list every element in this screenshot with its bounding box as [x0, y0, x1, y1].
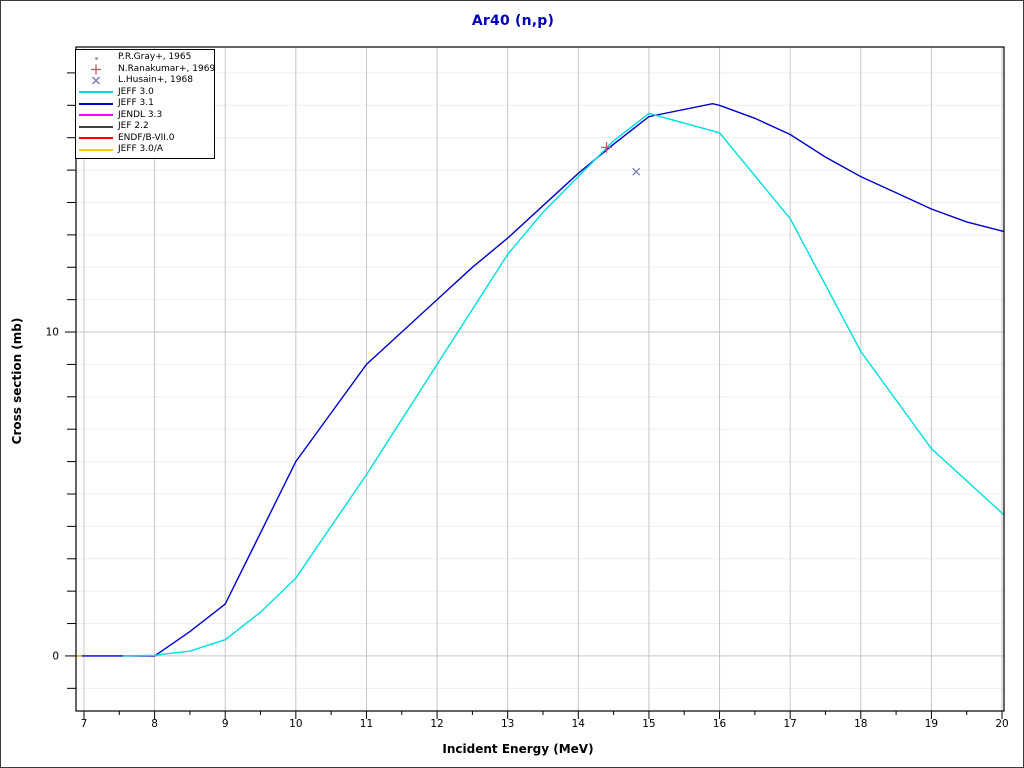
legend-line-sample-icon [76, 144, 118, 155]
x-tick-label: 20 [995, 718, 1008, 730]
x-tick-label: 19 [925, 718, 938, 730]
cross-marker-icon [92, 76, 100, 85]
x-tick-label: 13 [501, 718, 514, 730]
curve-JEFF-3.0 [122, 112, 1005, 657]
x-tick-label: 11 [360, 718, 373, 730]
x-tick-label: 9 [222, 718, 229, 730]
legend-item: JEF 2.2 [76, 121, 214, 133]
x-tick-label: 18 [854, 718, 867, 730]
curve-JEFF-3.1 [76, 102, 1005, 657]
x-tick-label: 15 [642, 718, 655, 730]
legend-line-sample-icon [76, 133, 118, 144]
x-tick-label: 7 [81, 718, 88, 730]
legend-item-label: JEF 2.2 [118, 121, 149, 132]
legend-item-label: P.R.Gray+, 1965 [118, 52, 192, 63]
legend-line-sample-icon [76, 110, 118, 121]
x-tick-label: 12 [430, 718, 443, 730]
plus-marker-icon [91, 64, 101, 75]
plot-border [75, 46, 1005, 712]
legend-box: P.R.Gray+, 1965 N.Ranakumar+, 1969 L.Husai… [75, 49, 215, 159]
legend-plus-marker-icon [76, 64, 118, 75]
x-tick-label: 17 [783, 718, 796, 730]
x-axis-title: Incident Energy (MeV) [442, 742, 594, 756]
legend-line-sample-icon [76, 121, 118, 132]
legend-item: L.Husain+, 1968 [76, 75, 214, 87]
legend-item: JEFF 3.1 [76, 98, 214, 110]
legend-item: P.R.Gray+, 1965 [76, 52, 214, 64]
legend-line-swatch [79, 91, 113, 94]
legend-line-sample-icon [76, 87, 118, 98]
legend-item-label: JEFF 3.1 [118, 98, 154, 109]
data-point-cross-marker [632, 167, 641, 176]
legend-item-label: ENDF/B-VII.0 [118, 132, 175, 143]
legend-item: ENDF/B-VII.0 [76, 133, 214, 145]
legend-line-swatch [79, 114, 113, 117]
legend-item: JEFF 3.0/A [76, 144, 214, 156]
legend-cross-marker-icon [76, 75, 118, 86]
chart-title: Ar40 (n,p) [471, 13, 555, 29]
legend-line-swatch [79, 137, 113, 140]
y-tick-label: 0 [52, 650, 59, 662]
legend-line-swatch [79, 102, 113, 105]
legend-item-label: JEFF 3.0 [118, 86, 154, 97]
legend-line-swatch [79, 125, 113, 128]
legend-item: N.Ranakumar+, 1969 [76, 63, 216, 76]
y-tick-label: 10 [46, 327, 59, 339]
legend-item-label: JENDL 3.3 [118, 109, 163, 120]
x-tick-label: 16 [713, 718, 727, 730]
legend-line-sample-icon [76, 98, 118, 109]
legend-item-label: N.Ranakumar+, 1969 [118, 63, 216, 74]
legend-item: JEFF 3.0 [76, 87, 214, 99]
x-tick-label: 10 [289, 718, 302, 730]
legend-dot-marker-icon [76, 52, 118, 63]
dot-marker-icon [95, 56, 98, 60]
legend-item: JENDL 3.3 [76, 110, 214, 122]
legend-item-label: L.Husain+, 1968 [118, 75, 193, 86]
legend-line-swatch [79, 148, 113, 151]
legend-item-label: JEFF 3.0/A [118, 144, 164, 155]
x-tick-label: 14 [572, 718, 586, 730]
x-tick-label: 8 [151, 718, 158, 730]
